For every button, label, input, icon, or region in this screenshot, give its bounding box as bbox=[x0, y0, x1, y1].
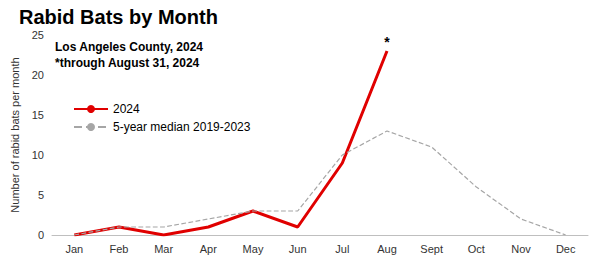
svg-text:2024: 2024 bbox=[113, 102, 140, 116]
svg-text:Jul: Jul bbox=[335, 243, 349, 255]
svg-text:25: 25 bbox=[32, 29, 44, 41]
svg-text:5-year median 2019-2023: 5-year median 2019-2023 bbox=[113, 120, 251, 134]
svg-text:20: 20 bbox=[32, 69, 44, 81]
svg-text:Apr: Apr bbox=[200, 243, 217, 255]
svg-text:Oct: Oct bbox=[468, 243, 485, 255]
svg-text:Feb: Feb bbox=[110, 243, 129, 255]
svg-text:10: 10 bbox=[32, 149, 44, 161]
svg-text:0: 0 bbox=[38, 229, 44, 241]
svg-text:Aug: Aug bbox=[377, 243, 397, 255]
svg-text:Los Angeles County, 2024: Los Angeles County, 2024 bbox=[55, 40, 203, 54]
svg-text:Nov: Nov bbox=[511, 243, 531, 255]
svg-text:*through August 31, 2024: *through August 31, 2024 bbox=[55, 56, 200, 70]
svg-text:Mar: Mar bbox=[154, 243, 173, 255]
svg-text:5: 5 bbox=[38, 189, 44, 201]
svg-text:15: 15 bbox=[32, 109, 44, 121]
svg-text:Jun: Jun bbox=[289, 243, 307, 255]
svg-text:Number of rabid bats per month: Number of rabid bats per month bbox=[9, 57, 21, 212]
svg-text:Dec: Dec bbox=[556, 243, 576, 255]
svg-text:Jan: Jan bbox=[65, 243, 83, 255]
svg-text:*: * bbox=[384, 34, 390, 50]
svg-text:Rabid Bats by Month: Rabid Bats by Month bbox=[19, 6, 218, 28]
svg-text:Sept: Sept bbox=[420, 243, 443, 255]
svg-text:May: May bbox=[243, 243, 264, 255]
